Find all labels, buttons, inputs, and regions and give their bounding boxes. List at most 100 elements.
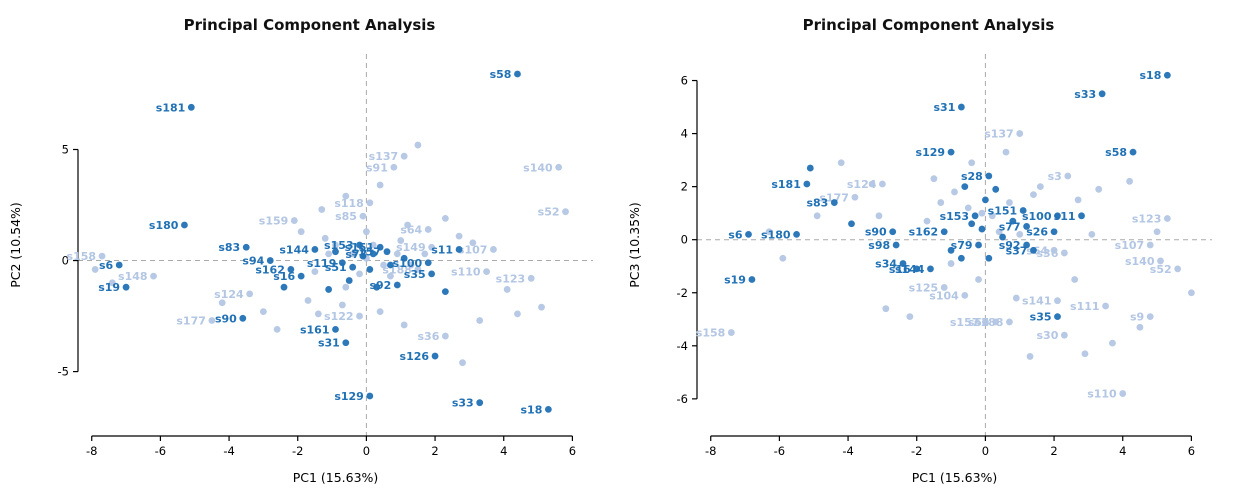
data-point [431, 352, 439, 360]
data-point [297, 228, 305, 236]
x-tick-label: 6 [1188, 444, 1195, 458]
x-tick-label: 2 [431, 444, 438, 458]
data-point [957, 103, 965, 111]
data-point [455, 246, 463, 253]
point-label: s83 [218, 241, 240, 254]
data-point [459, 359, 466, 367]
point-label: s110 [451, 266, 481, 279]
data-point [476, 317, 484, 324]
data-point [91, 266, 99, 273]
data-point [421, 250, 429, 258]
data-point [1050, 246, 1058, 254]
point-label: s3 [1048, 170, 1062, 183]
point-label: s158 [67, 250, 97, 263]
data-point [947, 148, 955, 156]
data-point [441, 214, 449, 222]
x-tick-label: -2 [911, 444, 922, 458]
data-point [349, 263, 357, 271]
point-label: s124 [847, 178, 877, 191]
point-label: s35 [1030, 311, 1052, 324]
data-point [992, 318, 1000, 326]
data-point [318, 206, 326, 213]
data-point [181, 221, 188, 229]
point-label: s129 [334, 390, 364, 403]
x-tick-label: -4 [842, 444, 853, 458]
data-point [414, 141, 422, 149]
x-axis-label: PC1 (15.63%) [293, 470, 379, 485]
data-point [260, 308, 267, 316]
data-point [992, 185, 1000, 193]
point-label: s158 [696, 327, 726, 340]
data-point [356, 270, 363, 278]
data-point [338, 259, 346, 267]
point-label: s98 [868, 239, 890, 252]
point-label: s6 [728, 228, 743, 241]
point-label: s148 [118, 270, 148, 283]
point-label: s16 [273, 270, 295, 283]
data-point [404, 221, 411, 229]
point-label: s140 [1125, 255, 1155, 268]
point-label: s157 [950, 316, 980, 329]
point-label: s83 [806, 197, 828, 210]
data-point [150, 272, 157, 280]
data-point [1146, 241, 1154, 249]
point-label: s94 [242, 255, 264, 268]
x-tick-label: 6 [569, 444, 576, 458]
point-label: s11 [431, 243, 453, 256]
point-label: s161 [300, 323, 330, 336]
point-label: s153 [324, 239, 354, 252]
data-point [332, 325, 339, 333]
data-point [1036, 183, 1044, 191]
data-point [1006, 318, 1013, 326]
data-point [1188, 289, 1195, 297]
point-label: s28 [961, 170, 983, 183]
data-point [108, 279, 116, 287]
data-point [304, 297, 312, 304]
data-point [806, 164, 814, 172]
data-point [748, 276, 756, 283]
data-point [813, 212, 821, 220]
data-point [218, 299, 226, 307]
data-point [441, 288, 449, 296]
point-label: s124 [214, 288, 244, 301]
point-label: s100 [1022, 210, 1052, 223]
data-point [1098, 90, 1106, 98]
data-point [345, 277, 353, 284]
point-label: s36 [418, 330, 440, 343]
data-point [311, 246, 319, 253]
data-point [1030, 246, 1037, 254]
data-point [985, 172, 993, 180]
x-tick-label: -8 [86, 444, 97, 458]
data-point [441, 332, 449, 340]
point-label: s129 [916, 146, 946, 159]
point-label: s35 [404, 268, 426, 281]
data-point [393, 281, 401, 289]
point-label: s26 [1026, 226, 1048, 239]
data-point [369, 250, 377, 258]
data-point [1146, 313, 1154, 321]
point-label: s107 [1115, 239, 1145, 252]
point-label: s91 [366, 161, 388, 174]
data-point [940, 228, 948, 236]
data-point [793, 230, 800, 238]
data-point [400, 254, 408, 262]
point-label: s6 [99, 259, 114, 272]
data-point [239, 314, 247, 322]
data-point [957, 254, 965, 262]
point-label: s34 [875, 258, 897, 271]
data-point [373, 283, 381, 291]
data-point [1023, 241, 1030, 249]
point-label: s85 [335, 210, 357, 223]
data-point [999, 233, 1006, 241]
x-tick-label: -6 [155, 444, 166, 458]
data-point [727, 329, 735, 336]
data-point [937, 199, 945, 206]
data-point [837, 159, 845, 167]
data-point [311, 268, 319, 276]
data-point [875, 212, 883, 220]
y-tick-label: 4 [681, 127, 688, 141]
data-point [879, 180, 886, 188]
data-point [366, 199, 374, 207]
point-label: s180 [761, 228, 791, 241]
